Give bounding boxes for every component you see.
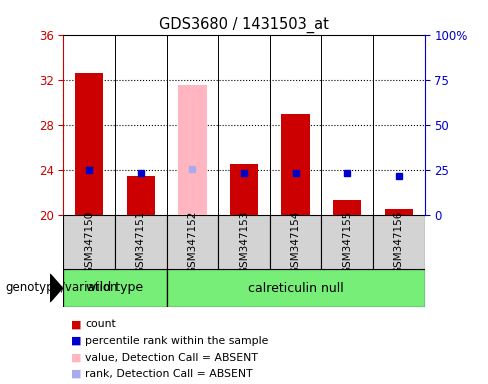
Text: GDS3680 / 1431503_at: GDS3680 / 1431503_at	[159, 17, 329, 33]
Bar	[333, 200, 362, 215]
Bar	[63, 269, 166, 307]
Bar	[322, 215, 373, 269]
Text: percentile rank within the sample: percentile rank within the sample	[85, 336, 269, 346]
Bar	[385, 209, 413, 215]
Bar	[282, 114, 310, 215]
Text: GSM347156: GSM347156	[394, 210, 404, 274]
Text: GSM347152: GSM347152	[187, 210, 198, 274]
Bar	[178, 85, 206, 215]
Text: genotype/variation: genotype/variation	[5, 281, 118, 295]
Bar	[230, 164, 258, 215]
Text: ■: ■	[71, 369, 81, 379]
Text: rank, Detection Call = ABSENT: rank, Detection Call = ABSENT	[85, 369, 253, 379]
Text: value, Detection Call = ABSENT: value, Detection Call = ABSENT	[85, 353, 258, 362]
Text: calreticulin null: calreticulin null	[248, 281, 344, 295]
Bar	[270, 215, 322, 269]
Text: GSM347154: GSM347154	[290, 210, 301, 274]
Bar	[373, 215, 425, 269]
Bar	[115, 215, 166, 269]
Bar	[75, 73, 103, 215]
Bar	[166, 215, 218, 269]
Text: ■: ■	[71, 336, 81, 346]
Bar	[218, 215, 270, 269]
Text: GSM347155: GSM347155	[342, 210, 352, 274]
Text: ■: ■	[71, 353, 81, 362]
Bar	[63, 215, 115, 269]
Text: GSM347153: GSM347153	[239, 210, 249, 274]
Text: GSM347150: GSM347150	[84, 210, 94, 273]
Text: count: count	[85, 319, 116, 329]
Polygon shape	[50, 274, 62, 302]
Bar	[127, 175, 155, 215]
Text: ■: ■	[71, 319, 81, 329]
Text: wild type: wild type	[86, 281, 143, 295]
Bar	[166, 269, 425, 307]
Text: GSM347151: GSM347151	[136, 210, 146, 274]
